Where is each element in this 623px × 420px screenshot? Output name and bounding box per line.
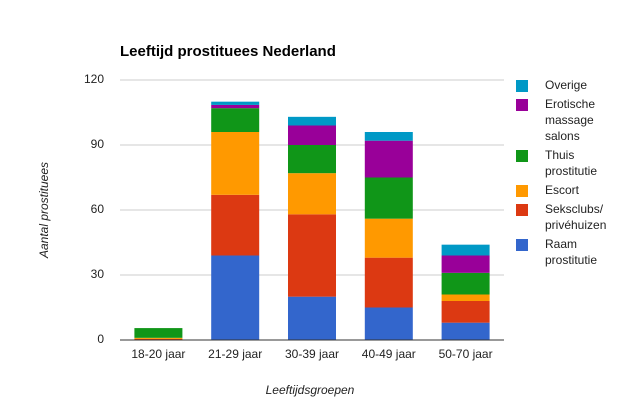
bar-segment xyxy=(288,125,336,145)
bar-segment xyxy=(364,132,413,141)
x-tick-label: 21-29 jaar xyxy=(208,347,262,361)
x-tick-label: 30-39 jaar xyxy=(285,347,339,361)
bar-segment xyxy=(441,244,490,256)
x-tick-label: 40-49 jaar xyxy=(362,347,416,361)
bar-segment xyxy=(211,194,260,256)
bar-segment xyxy=(441,322,490,340)
bar-segment xyxy=(364,177,413,219)
bar-segment xyxy=(441,272,490,295)
y-tick-label: 90 xyxy=(91,137,105,151)
bar-segment xyxy=(364,257,413,308)
chart-title: Leeftijd prostituees Nederland xyxy=(120,43,336,60)
bar-segment xyxy=(134,338,183,340)
bar-segment xyxy=(288,116,336,126)
bar-segment xyxy=(211,255,260,340)
bar-segment xyxy=(364,307,413,340)
legend-label: Seksclubs/privéhuizen xyxy=(545,202,606,232)
legend-label: Raam prostitutie xyxy=(545,237,597,267)
y-tick-label: 0 xyxy=(97,332,104,346)
bar-segment xyxy=(441,255,490,273)
bar-segment xyxy=(211,108,260,132)
x-tick-label: 50-70 jaar xyxy=(439,347,493,361)
legend-swatch xyxy=(516,99,528,111)
bar-segment xyxy=(211,104,260,109)
bar-segment xyxy=(134,337,183,339)
y-tick-label: 120 xyxy=(84,72,104,86)
bar-segment xyxy=(211,101,260,105)
legend-label: Erotische massage salons xyxy=(545,97,595,143)
legend-label: Overige xyxy=(545,78,587,92)
bar-segment xyxy=(211,132,260,195)
legend-swatch xyxy=(516,204,528,216)
legend-swatch xyxy=(516,239,528,251)
bar-segment xyxy=(288,296,336,340)
legend-label: Thuis prostitutie xyxy=(545,148,597,178)
legend-swatch xyxy=(516,150,528,162)
legend-label: Escort xyxy=(545,183,580,197)
bar-segment xyxy=(441,301,490,323)
legend-swatch xyxy=(516,185,528,197)
legend-swatch xyxy=(516,80,528,92)
bar-segment xyxy=(288,173,336,215)
y-tick-label: 30 xyxy=(91,267,105,281)
bar-segment xyxy=(441,294,490,301)
bar-segment xyxy=(288,145,336,174)
y-axis-title: Aantal prostituees xyxy=(37,162,51,259)
x-tick-label: 18-20 jaar xyxy=(131,347,185,361)
x-axis-title: Leeftijdsgroepen xyxy=(266,383,355,397)
bar-segment xyxy=(364,218,413,258)
bar-segment xyxy=(288,214,336,297)
bar-segment xyxy=(364,140,413,178)
y-tick-label: 60 xyxy=(91,202,105,216)
bar-segment xyxy=(134,328,183,338)
